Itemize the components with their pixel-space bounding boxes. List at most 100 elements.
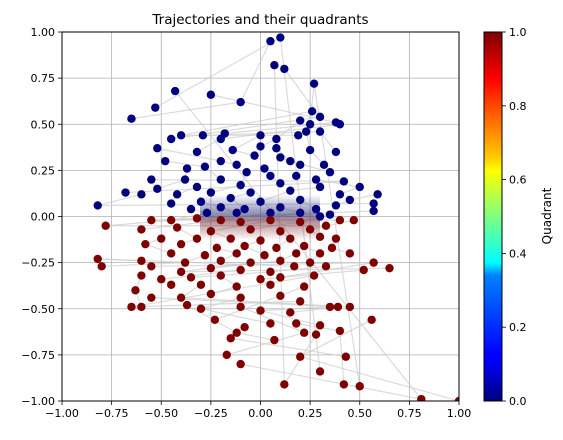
data-point (325, 168, 335, 177)
data-point (166, 280, 176, 289)
data-point (276, 227, 285, 236)
trajectory-line (240, 40, 271, 103)
data-point (176, 293, 186, 302)
data-point (121, 188, 130, 197)
data-point (315, 232, 325, 241)
data-point (216, 156, 225, 166)
data-point (192, 147, 202, 157)
trajectory-line (165, 160, 206, 168)
data-point (296, 297, 305, 306)
data-point (236, 265, 245, 275)
data-point (296, 195, 305, 205)
data-point (200, 162, 210, 171)
y-tick-label: 1.00 (31, 26, 56, 39)
data-point (137, 190, 146, 199)
data-point (266, 319, 275, 328)
data-point (256, 197, 265, 206)
data-point (292, 249, 301, 258)
data-point (292, 171, 301, 181)
trajectory-line (309, 83, 315, 125)
data-point (309, 271, 319, 280)
data-point (206, 263, 216, 273)
data-point (198, 131, 208, 140)
x-tick-label: −0.75 (95, 407, 129, 420)
data-point (232, 249, 241, 258)
trajectory-line (157, 179, 186, 190)
data-point (236, 302, 245, 312)
data-point (335, 326, 345, 336)
data-point (335, 215, 345, 225)
data-point (296, 217, 305, 227)
data-point (276, 203, 285, 212)
data-point (276, 273, 285, 282)
data-point (276, 153, 285, 162)
data-point (256, 142, 265, 151)
data-point (216, 271, 225, 280)
trajectory-line (260, 310, 321, 326)
trajectory-line (224, 121, 336, 135)
data-point (196, 304, 206, 313)
data-point (335, 190, 345, 199)
data-point (270, 335, 279, 345)
data-point (299, 282, 309, 291)
data-point (176, 239, 186, 249)
data-point (321, 221, 331, 230)
colorbar-tick-label: 0.0 (509, 395, 527, 408)
chart-title: Trajectories and their quadrants (151, 12, 368, 28)
y-tick-label: 0.50 (31, 118, 56, 131)
data-point (276, 33, 285, 42)
data-point (242, 168, 251, 177)
data-point (206, 227, 216, 236)
data-point (147, 262, 156, 271)
data-point (196, 280, 206, 289)
data-point (286, 308, 295, 317)
y-tick-label: −0.25 (21, 257, 55, 270)
data-point (216, 215, 225, 225)
data-point (305, 258, 315, 267)
data-point (256, 131, 265, 140)
data-point (172, 223, 182, 232)
data-point (272, 144, 281, 153)
data-point (266, 171, 275, 181)
data-point (182, 164, 192, 173)
data-point (367, 315, 376, 325)
data-point (182, 300, 192, 310)
data-point (294, 131, 303, 140)
data-point (240, 204, 249, 214)
data-point (236, 97, 245, 107)
data-point (272, 243, 281, 253)
data-point (147, 293, 156, 302)
data-point (170, 86, 180, 96)
data-point (151, 103, 160, 112)
data-point (206, 289, 216, 299)
data-point (333, 302, 343, 312)
data-point (250, 151, 259, 160)
y-tick-label: −1.00 (21, 395, 55, 408)
trajectory-line (260, 306, 331, 312)
trajectory-line (210, 286, 237, 295)
data-point (325, 302, 335, 312)
data-point (202, 208, 212, 218)
trajectory-line (161, 269, 241, 280)
data-points (93, 33, 459, 401)
data-point (286, 156, 295, 166)
data-point (97, 262, 106, 271)
data-point (311, 330, 321, 339)
data-point (222, 350, 231, 360)
y-tick-label: 0.00 (31, 211, 56, 224)
data-point (240, 323, 249, 332)
colorbar-tick-label: 0.6 (509, 174, 527, 187)
data-point (305, 145, 315, 155)
data-point (266, 208, 275, 218)
trajectory-line (181, 297, 350, 308)
colorbar-tick-label: 1.0 (509, 26, 527, 39)
data-point (327, 243, 337, 253)
data-point (286, 234, 295, 243)
data-point (292, 319, 301, 328)
data-point (141, 239, 150, 249)
data-point (153, 184, 162, 194)
data-point (216, 203, 225, 212)
data-point (127, 114, 136, 123)
data-point (296, 208, 305, 218)
data-point (228, 145, 237, 155)
